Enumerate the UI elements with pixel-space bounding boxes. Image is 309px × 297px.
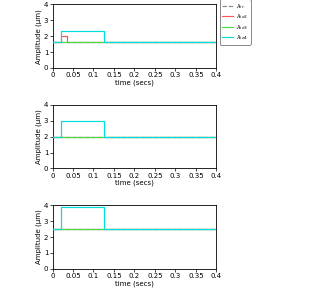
Y-axis label: Amplitude (μm): Amplitude (μm) (36, 210, 42, 264)
Y-axis label: Amplitude (μm): Amplitude (μm) (36, 9, 42, 64)
X-axis label: time (secs): time (secs) (115, 80, 154, 86)
X-axis label: time (secs): time (secs) (115, 280, 154, 287)
X-axis label: time (secs): time (secs) (115, 180, 154, 187)
Y-axis label: Amplitude (μm): Amplitude (μm) (36, 109, 42, 164)
Legend: $\lambda_{ir}$, $\lambda_{ie2}$, $\lambda_{ie3}$, $\lambda_{ie4}$: $\lambda_{ir}$, $\lambda_{ie2}$, $\lambd… (220, 0, 251, 45)
